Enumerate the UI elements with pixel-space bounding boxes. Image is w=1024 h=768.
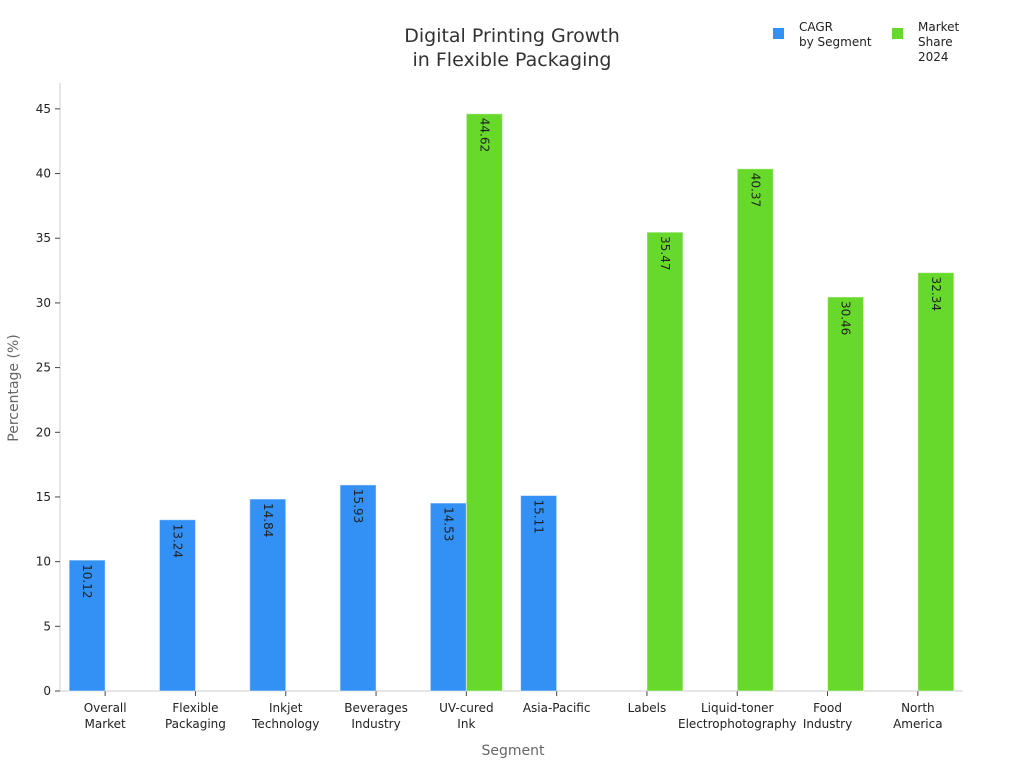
y-tick-label: 15	[36, 490, 51, 504]
x-tick-label: Overall Market	[84, 701, 127, 731]
value-label: 14.53	[441, 507, 455, 541]
y-axis-title: Percentage (%)	[6, 334, 22, 441]
legend-label: CAGR by Segment	[799, 20, 872, 49]
bar	[68, 559, 106, 692]
bar	[339, 484, 377, 692]
bar	[827, 296, 865, 692]
value-label: 15.11	[532, 500, 546, 534]
value-label: 35.47	[658, 236, 672, 270]
legend-swatch	[773, 28, 784, 39]
x-tick-label: UV-cured Ink	[439, 701, 494, 731]
value-label: 14.84	[261, 503, 275, 537]
x-tick-label: Asia-Pacific	[523, 701, 591, 715]
x-tick-label: Labels	[628, 701, 667, 715]
y-tick-label: 25	[36, 361, 51, 375]
value-label: 10.12	[80, 564, 94, 598]
bar	[249, 498, 287, 692]
value-label: 13.24	[170, 524, 184, 558]
value-label: 44.62	[477, 118, 491, 152]
legend-label: Market Share 2024	[918, 20, 960, 64]
legend-swatch	[892, 28, 903, 39]
x-tick-label: Flexible Packaging	[165, 701, 226, 731]
x-tick-label: Beverages Industry	[344, 701, 408, 731]
value-label: 40.37	[748, 173, 762, 207]
bar	[520, 495, 558, 692]
y-tick-label: 30	[36, 296, 51, 310]
bar	[917, 272, 955, 692]
value-label: 15.93	[351, 489, 365, 523]
bar	[465, 113, 503, 692]
bar	[158, 519, 196, 692]
y-tick-label: 35	[36, 231, 51, 245]
bar	[736, 168, 774, 692]
y-tick-label: 5	[43, 619, 51, 633]
chart-title: Digital Printing Growth in Flexible Packa…	[404, 25, 620, 71]
x-tick-label: North America	[893, 701, 943, 731]
y-tick-label: 20	[36, 425, 51, 439]
x-tick-label: Inkjet Technology	[251, 701, 319, 731]
x-tick-label: Food Industry	[803, 701, 852, 731]
y-tick-label: 40	[36, 167, 51, 181]
x-axis-title: Segment	[482, 743, 546, 759]
bar	[646, 231, 684, 692]
value-label: 30.46	[839, 301, 853, 335]
y-tick-label: 0	[43, 684, 51, 698]
value-label: 32.34	[929, 277, 943, 311]
y-tick-label: 10	[36, 555, 51, 569]
y-tick-label: 45	[36, 102, 51, 116]
x-tick-label: Liquid-toner Electrophotography	[678, 701, 796, 731]
bar	[429, 502, 467, 692]
